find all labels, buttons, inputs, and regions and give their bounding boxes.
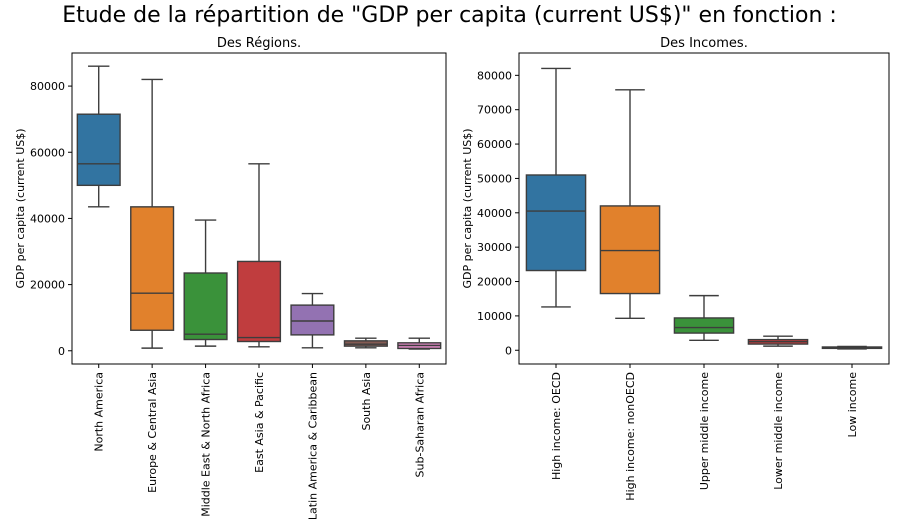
chart-panel-1: Des Régions. GDP per capita (current US$)… — [14, 36, 447, 520]
box-5 — [821, 345, 883, 350]
x-tick-label: Lower middle income — [772, 372, 785, 490]
box-2 — [599, 89, 661, 319]
x-tick-label: Latin America & Caribbean — [306, 372, 319, 520]
x-tick-label: East Asia & Pacific — [253, 372, 266, 473]
x-tick-label: Low income — [846, 372, 859, 438]
box-4 — [236, 163, 282, 348]
y-tick-label: 0 — [505, 344, 512, 357]
box-3 — [183, 219, 228, 347]
box-iqr — [130, 206, 175, 331]
box-iqr — [599, 205, 661, 295]
y-tick-label: 80000 — [477, 69, 512, 82]
y-tick-label: 30000 — [477, 241, 512, 254]
box-iqr — [236, 260, 282, 343]
y-tick-label: 70000 — [477, 104, 512, 117]
y-axis-label: GDP per capita (current US$) — [461, 128, 474, 288]
x-tick-label: Middle East & North Africa — [200, 372, 213, 517]
axes-frame — [518, 52, 890, 365]
x-tick-label: Upper middle income — [698, 372, 711, 490]
y-tick-label: 0 — [58, 345, 65, 358]
y-tick-label: 80000 — [30, 80, 65, 93]
figure-title: Etude de la répartition de "GDP per capi… — [62, 3, 837, 28]
box-iqr — [290, 304, 335, 336]
y-tick-label: 50000 — [477, 172, 512, 185]
box-2 — [130, 78, 175, 349]
chart-title: Des Incomes. — [660, 36, 748, 51]
box-1 — [76, 65, 121, 208]
box-4 — [747, 335, 809, 347]
box-1 — [525, 67, 587, 308]
x-tick-label: South Asia — [360, 372, 373, 431]
box-iqr — [673, 317, 735, 334]
y-tick-label: 60000 — [477, 138, 512, 151]
y-tick-label: 20000 — [477, 276, 512, 289]
y-tick-label: 40000 — [30, 212, 65, 225]
y-tick-label: 40000 — [477, 207, 512, 220]
chart-title: Des Régions. — [217, 36, 301, 51]
box-iqr — [525, 174, 587, 272]
box-7 — [397, 337, 442, 350]
y-axis-label: GDP per capita (current US$) — [14, 128, 27, 288]
x-tick-label: North America — [93, 372, 106, 452]
y-tick-label: 20000 — [30, 279, 65, 292]
x-tick-label: High income: nonOECD — [624, 372, 637, 501]
box-5 — [290, 292, 335, 349]
box-iqr — [183, 272, 228, 341]
y-tick-label: 60000 — [30, 146, 65, 159]
box-iqr — [76, 113, 121, 187]
x-tick-label: Sub-Saharan Africa — [413, 372, 426, 477]
x-tick-label: Europe & Central Asia — [146, 372, 159, 493]
axes-frame — [71, 52, 447, 365]
box-3 — [673, 294, 735, 341]
box-6 — [343, 337, 388, 349]
chart-panel-2: Des Incomes. GDP per capita (current US$)… — [461, 36, 890, 501]
x-tick-label: High income: OECD — [550, 372, 563, 480]
y-tick-label: 10000 — [477, 310, 512, 323]
